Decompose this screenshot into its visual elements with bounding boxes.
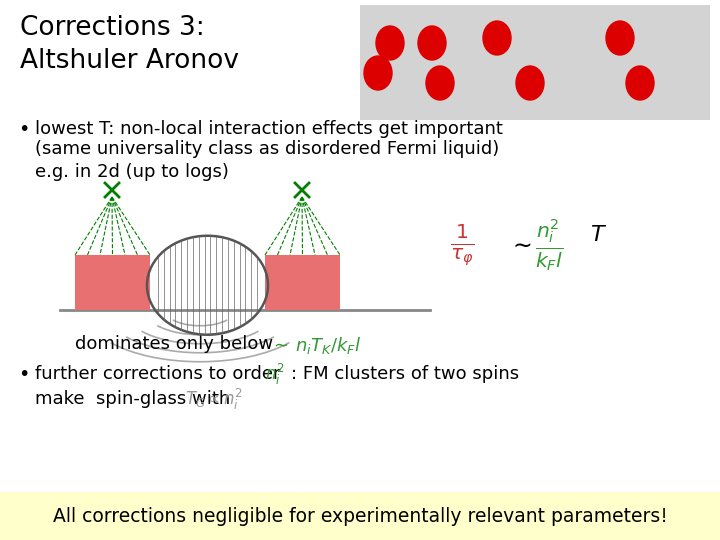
Ellipse shape (606, 21, 634, 55)
Text: Altshuler Aronov: Altshuler Aronov (20, 48, 239, 74)
Ellipse shape (626, 66, 654, 100)
Text: : FM clusters of two spins: : FM clusters of two spins (291, 365, 519, 383)
Ellipse shape (426, 66, 454, 100)
Text: further corrections to order: further corrections to order (35, 365, 281, 383)
Text: $n_i^2$: $n_i^2$ (265, 362, 284, 387)
Ellipse shape (483, 21, 511, 55)
Bar (0, 492, 720, 540)
Text: All corrections negligible for experimentally relevant parameters!: All corrections negligible for experimen… (53, 507, 667, 525)
Text: •: • (18, 365, 30, 384)
Ellipse shape (376, 26, 404, 60)
Text: $\frac{1}{\tau_{\varphi}}$: $\frac{1}{\tau_{\varphi}}$ (450, 222, 474, 268)
Ellipse shape (516, 66, 544, 100)
Text: •: • (18, 120, 30, 139)
Text: make  spin-glass with: make spin-glass with (35, 390, 230, 408)
Text: $T_G \propto n_i^2$: $T_G \propto n_i^2$ (185, 387, 243, 412)
Text: Corrections 3:: Corrections 3: (20, 15, 204, 41)
Text: e.g. in 2d (up to logs): e.g. in 2d (up to logs) (35, 163, 229, 181)
Bar (75, 255, 150, 310)
Ellipse shape (364, 56, 392, 90)
Text: dominates only below: dominates only below (75, 335, 273, 353)
Text: (same universality class as disordered Fermi liquid): (same universality class as disordered F… (35, 140, 499, 158)
Text: $T$: $T$ (590, 225, 607, 245)
Ellipse shape (418, 26, 446, 60)
Bar (360, 5, 710, 120)
Bar (265, 255, 340, 310)
Text: $\sim$: $\sim$ (508, 233, 532, 257)
Text: lowest T: non-local interaction effects get important: lowest T: non-local interaction effects … (35, 120, 503, 138)
Text: $\frac{n_i^2}{k_F l}$: $\frac{n_i^2}{k_F l}$ (535, 217, 563, 273)
Text: $\sim\, n_i T_K / k_F l$: $\sim\, n_i T_K / k_F l$ (270, 335, 361, 356)
